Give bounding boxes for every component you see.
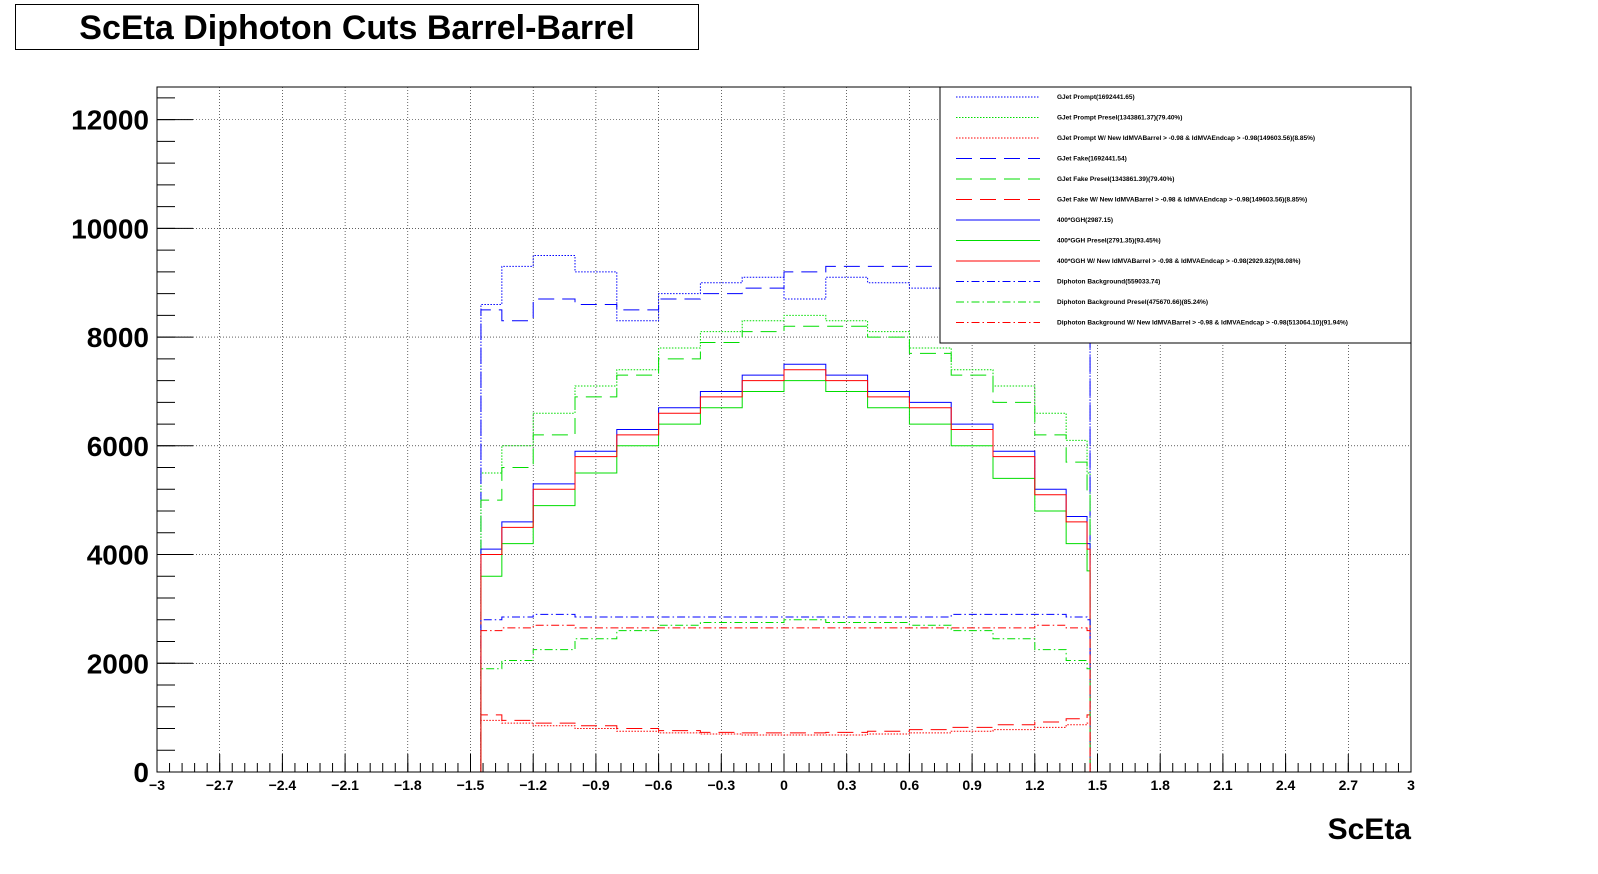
legend-entry: GJet Fake W/ New IdMVABarrel > -0.98 & I… [1057, 197, 1307, 204]
legend-box [939, 86, 1412, 344]
axes: −3 −2.7 −2.4 −2.1 −1.8 −1.5 −1.2 −0.9 −0.6 −0.3 0 0… [71, 97, 1415, 793]
series-layer [480, 255, 1091, 772]
y-tick-label: 6000 [87, 431, 149, 462]
x-tick-label: 1.8 [1150, 777, 1170, 793]
legend-entry: 400*GGH(2987.15) [1057, 217, 1113, 224]
x-axis-title: ScEta [1328, 813, 1412, 846]
y-tick-label: 10000 [71, 213, 149, 244]
series-line-8 [480, 369, 1091, 772]
series-line-5 [480, 714, 1091, 772]
legend-entry: GJet Prompt W/ New IdMVABarrel > -0.98 &… [1057, 135, 1315, 142]
x-tick-label: 0.9 [962, 777, 982, 793]
x-tick-label: 2.1 [1213, 777, 1233, 793]
legend-entry: Diphoton Background Presel(475670.66)(85… [1057, 299, 1208, 306]
x-tick-label: 0.3 [837, 777, 857, 793]
chart-title-box: ScEta Diphoton Cuts Barrel-Barrel [15, 4, 699, 50]
x-tick-label: 2.4 [1276, 777, 1296, 793]
legend-entry: 400*GGH Presel(2791.35)(93.45%) [1057, 238, 1161, 245]
x-tick-label: −2.1 [331, 777, 359, 793]
x-tick-label: −0.9 [582, 777, 610, 793]
series-line-9 [480, 613, 1091, 772]
x-tick-label: −1.8 [394, 777, 422, 793]
chart-title: ScEta Diphoton Cuts Barrel-Barrel [79, 9, 635, 47]
series-line-3 [480, 265, 1091, 772]
series-line-1 [480, 314, 1091, 772]
series-line-6 [480, 363, 1091, 772]
legend-entry: 400*GGH W/ New IdMVABarrel > -0.98 & IdM… [1057, 258, 1301, 265]
x-tick-label: 1.5 [1088, 777, 1108, 793]
x-tick-label: 2.7 [1339, 777, 1359, 793]
y-tick-label: 2000 [87, 648, 149, 679]
x-tick-label: 3 [1407, 777, 1415, 793]
legend-entry: GJet Fake Presel(1343861.39)(79.40%) [1057, 176, 1174, 183]
series-line-2 [480, 719, 1091, 772]
legend: GJet Prompt(1692441.65) GJet Prompt Prese… [939, 86, 1412, 344]
series-line-4 [480, 325, 1091, 772]
x-tick-label: −3 [149, 777, 165, 793]
y-tick-label: 12000 [71, 105, 149, 136]
series-line-10 [480, 619, 1091, 772]
y-tick-label: 8000 [87, 322, 149, 353]
x-tick-label: 1.2 [1025, 777, 1045, 793]
series-line-7 [480, 380, 1091, 772]
x-tick-label: −1.5 [457, 777, 485, 793]
legend-entry: GJet Fake(1692441.54) [1057, 156, 1127, 163]
y-tick-label: 0 [133, 757, 149, 788]
legend-entry: GJet Prompt(1692441.65) [1057, 94, 1135, 101]
x-tick-label: −2.7 [206, 777, 234, 793]
legend-entry: Diphoton Background(559033.74) [1057, 279, 1160, 286]
series-line-11 [480, 624, 1091, 772]
x-tick-label: −1.2 [519, 777, 547, 793]
x-tick-label: −0.6 [645, 777, 673, 793]
x-tick-label: −0.3 [707, 777, 735, 793]
series-line-0 [480, 255, 1091, 772]
y-tick-label: 4000 [87, 540, 149, 571]
x-tick-label: 0.6 [900, 777, 920, 793]
legend-entry: GJet Prompt Presel(1343861.37)(79.40%) [1057, 115, 1182, 122]
legend-entry: Diphoton Background W/ New IdMVABarrel >… [1057, 320, 1348, 327]
x-tick-label: −2.4 [269, 777, 297, 793]
x-tick-label: 0 [780, 777, 788, 793]
